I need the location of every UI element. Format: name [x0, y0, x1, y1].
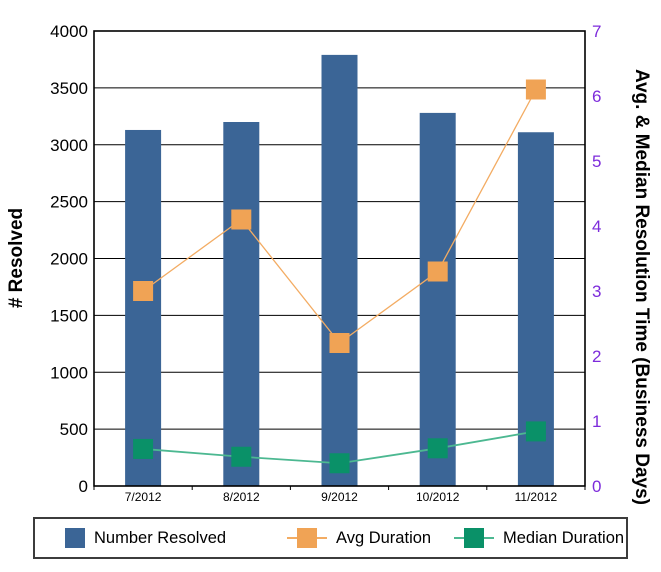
- right-axis-title: Avg. & Median Resolution Time (Business …: [631, 68, 652, 506]
- avg-duration-marker-10/2012: [427, 261, 448, 282]
- bar-10/2012: [419, 112, 456, 487]
- left-axis-tick-label: 3000: [50, 136, 88, 155]
- left-axis-tick-label: 0: [79, 477, 88, 496]
- left-axis-title: # Resolved: [6, 207, 27, 309]
- right-axis-tick-label: 7: [592, 22, 601, 41]
- avg-duration-marker-11/2012: [525, 79, 546, 100]
- x-axis-label-10/2012: 10/2012: [416, 490, 460, 504]
- median-duration-marker-8/2012: [231, 446, 252, 467]
- x-axis-label-8/2012: 8/2012: [223, 490, 260, 504]
- left-axis-tick-label: 3500: [50, 79, 88, 98]
- legend-item-avg-duration: Avg Duration: [287, 519, 431, 557]
- median-duration-swatch-icon: [454, 528, 494, 548]
- x-axis-label-11/2012: 11/2012: [515, 490, 558, 504]
- avg-duration-marker-7/2012: [133, 281, 154, 301]
- legend-item-number-resolved: Number Resolved: [65, 519, 226, 557]
- legend: Number Resolved Avg Duration Median Dura…: [33, 517, 628, 559]
- left-axis-tick-label: 2500: [50, 193, 88, 212]
- left-axis-tick-label: 1500: [50, 306, 88, 325]
- left-axis-tick-label: 1000: [50, 363, 88, 382]
- median-duration-marker-11/2012: [525, 421, 546, 442]
- right-axis-tick-label: 3: [592, 282, 601, 301]
- bar-8/2012: [223, 122, 260, 486]
- left-axis-tick-label: 4000: [50, 22, 88, 41]
- x-axis-label-9/2012: 9/2012: [321, 490, 358, 504]
- right-axis-tick-label: 2: [592, 347, 601, 366]
- median-duration-marker-10/2012: [427, 438, 448, 459]
- bar-swatch-icon: [65, 528, 85, 548]
- right-axis-tick-label: 1: [592, 412, 601, 431]
- median-duration-marker-7/2012: [133, 438, 154, 459]
- bar-7/2012: [125, 129, 162, 486]
- legend-label-median-duration: Median Duration: [503, 528, 625, 547]
- left-axis-tick-label: 500: [60, 420, 88, 439]
- avg-duration-swatch-icon: [287, 528, 327, 548]
- right-axis-tick-label: 0: [592, 477, 601, 496]
- plot-border: [93, 30, 586, 487]
- left-axis-tick-label: 2000: [50, 250, 88, 269]
- avg-duration-marker-9/2012: [329, 333, 350, 353]
- avg-duration-marker-8/2012: [231, 209, 252, 230]
- x-axis-label-7/2012: 7/2012: [125, 490, 162, 504]
- right-axis-tick-label: 6: [592, 87, 601, 106]
- legend-label-avg-duration: Avg Duration: [336, 528, 432, 547]
- median-duration-marker-9/2012: [329, 453, 350, 474]
- legend-item-median-duration: Median Duration: [454, 519, 624, 557]
- right-axis-tick-label: 4: [592, 217, 601, 236]
- bar-9/2012: [321, 54, 358, 486]
- legend-label-number-resolved: Number Resolved: [94, 528, 227, 547]
- right-axis-tick-label: 5: [592, 152, 601, 171]
